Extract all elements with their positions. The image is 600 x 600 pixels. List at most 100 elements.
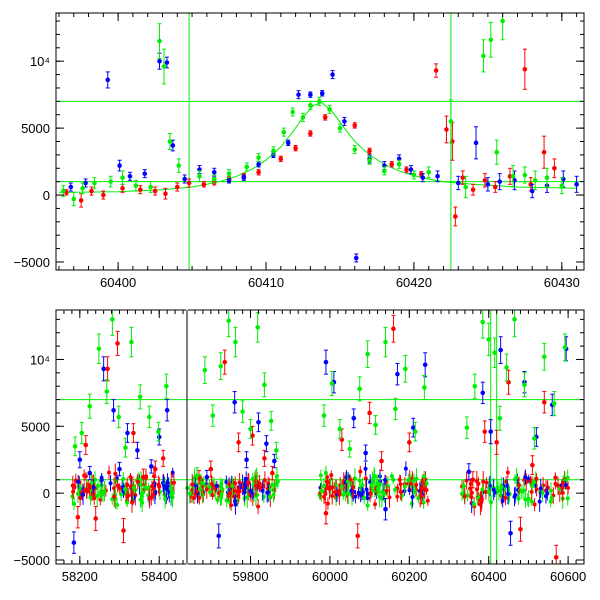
- data-point: [117, 163, 122, 168]
- dense-point: [484, 480, 489, 485]
- dense-point: [373, 502, 378, 507]
- dense-point: [147, 496, 152, 501]
- data-point: [323, 359, 329, 365]
- dense-point: [523, 475, 528, 480]
- dense-point: [364, 487, 369, 492]
- dense-point: [92, 496, 97, 501]
- data-point: [551, 401, 557, 406]
- data-point: [492, 350, 497, 356]
- dense-point: [362, 496, 367, 501]
- dense-point: [124, 483, 129, 488]
- dense-point: [151, 492, 156, 497]
- dense-point: [369, 483, 374, 488]
- data-point: [308, 103, 313, 108]
- dense-point: [75, 491, 80, 496]
- dense-point: [391, 477, 396, 482]
- data-point: [367, 157, 372, 163]
- dense-point: [214, 483, 219, 488]
- data-point: [322, 115, 328, 120]
- data-point: [530, 462, 535, 468]
- dense-point: [464, 478, 469, 483]
- data-point: [211, 176, 217, 182]
- data-point: [135, 448, 140, 453]
- data-point: [236, 440, 241, 445]
- dense-point: [132, 485, 137, 490]
- data-point: [232, 399, 237, 405]
- model-curve: [58, 102, 577, 193]
- data-point: [367, 148, 372, 154]
- dense-point: [248, 488, 253, 493]
- data-point: [75, 514, 81, 520]
- data-point: [323, 510, 329, 516]
- data-point: [422, 385, 427, 390]
- data-point: [148, 184, 153, 190]
- data-point: [197, 174, 202, 179]
- data-point: [226, 178, 232, 183]
- dense-point: [414, 482, 419, 487]
- dense-point: [540, 490, 545, 495]
- data-point: [80, 186, 85, 191]
- dense-point: [365, 503, 370, 508]
- dense-point: [517, 483, 522, 488]
- data-point: [256, 155, 261, 160]
- dense-point: [486, 489, 491, 494]
- dense-point: [549, 496, 554, 501]
- dense-point: [560, 485, 565, 490]
- data-point: [472, 383, 478, 389]
- dense-point: [125, 500, 130, 505]
- data-point: [435, 174, 440, 179]
- data-point: [418, 493, 424, 499]
- dense-point: [257, 481, 262, 486]
- data-point: [367, 410, 372, 416]
- dense-point: [95, 493, 100, 498]
- data-point: [494, 440, 499, 445]
- data-point: [480, 319, 486, 325]
- data-point: [395, 371, 400, 377]
- data-point: [222, 359, 228, 365]
- data-point: [488, 37, 494, 43]
- data-point: [553, 555, 559, 560]
- data-point: [337, 125, 343, 131]
- dense-point: [95, 483, 100, 488]
- data-point: [342, 119, 347, 124]
- dense-point: [395, 494, 400, 499]
- dense-point: [357, 478, 362, 483]
- data-point: [87, 403, 93, 409]
- data-point: [208, 466, 214, 472]
- data-point: [542, 399, 547, 405]
- dense-point: [409, 501, 414, 506]
- dense-point: [368, 491, 373, 496]
- data-point: [522, 172, 528, 178]
- data-point: [77, 457, 83, 463]
- dense-point: [190, 482, 195, 487]
- data-point: [108, 179, 114, 184]
- data-point: [141, 474, 146, 480]
- dense-point: [191, 496, 196, 501]
- data-point: [308, 131, 313, 136]
- data-point: [363, 450, 368, 456]
- data-point: [272, 458, 277, 464]
- data-point: [504, 365, 509, 370]
- data-point: [164, 407, 170, 413]
- dense-point: [399, 493, 404, 498]
- dense-point: [129, 500, 134, 505]
- dense-point: [270, 483, 275, 488]
- dense-point: [87, 485, 92, 490]
- dense-point: [243, 483, 248, 488]
- data-point: [131, 430, 136, 436]
- dense-point: [545, 491, 550, 496]
- dense-point: [553, 475, 558, 480]
- data-point: [93, 516, 98, 521]
- x-tick-label: 60200: [391, 569, 427, 584]
- data-point: [552, 165, 557, 171]
- dense-point: [107, 470, 112, 475]
- data-point: [202, 367, 208, 373]
- data-point: [271, 148, 276, 154]
- dense-point: [102, 489, 107, 494]
- dense-point: [425, 498, 430, 503]
- dense-point: [498, 488, 503, 493]
- dense-point: [321, 483, 326, 488]
- dense-point: [422, 474, 427, 479]
- dense-point: [187, 491, 192, 496]
- dense-point: [553, 481, 558, 486]
